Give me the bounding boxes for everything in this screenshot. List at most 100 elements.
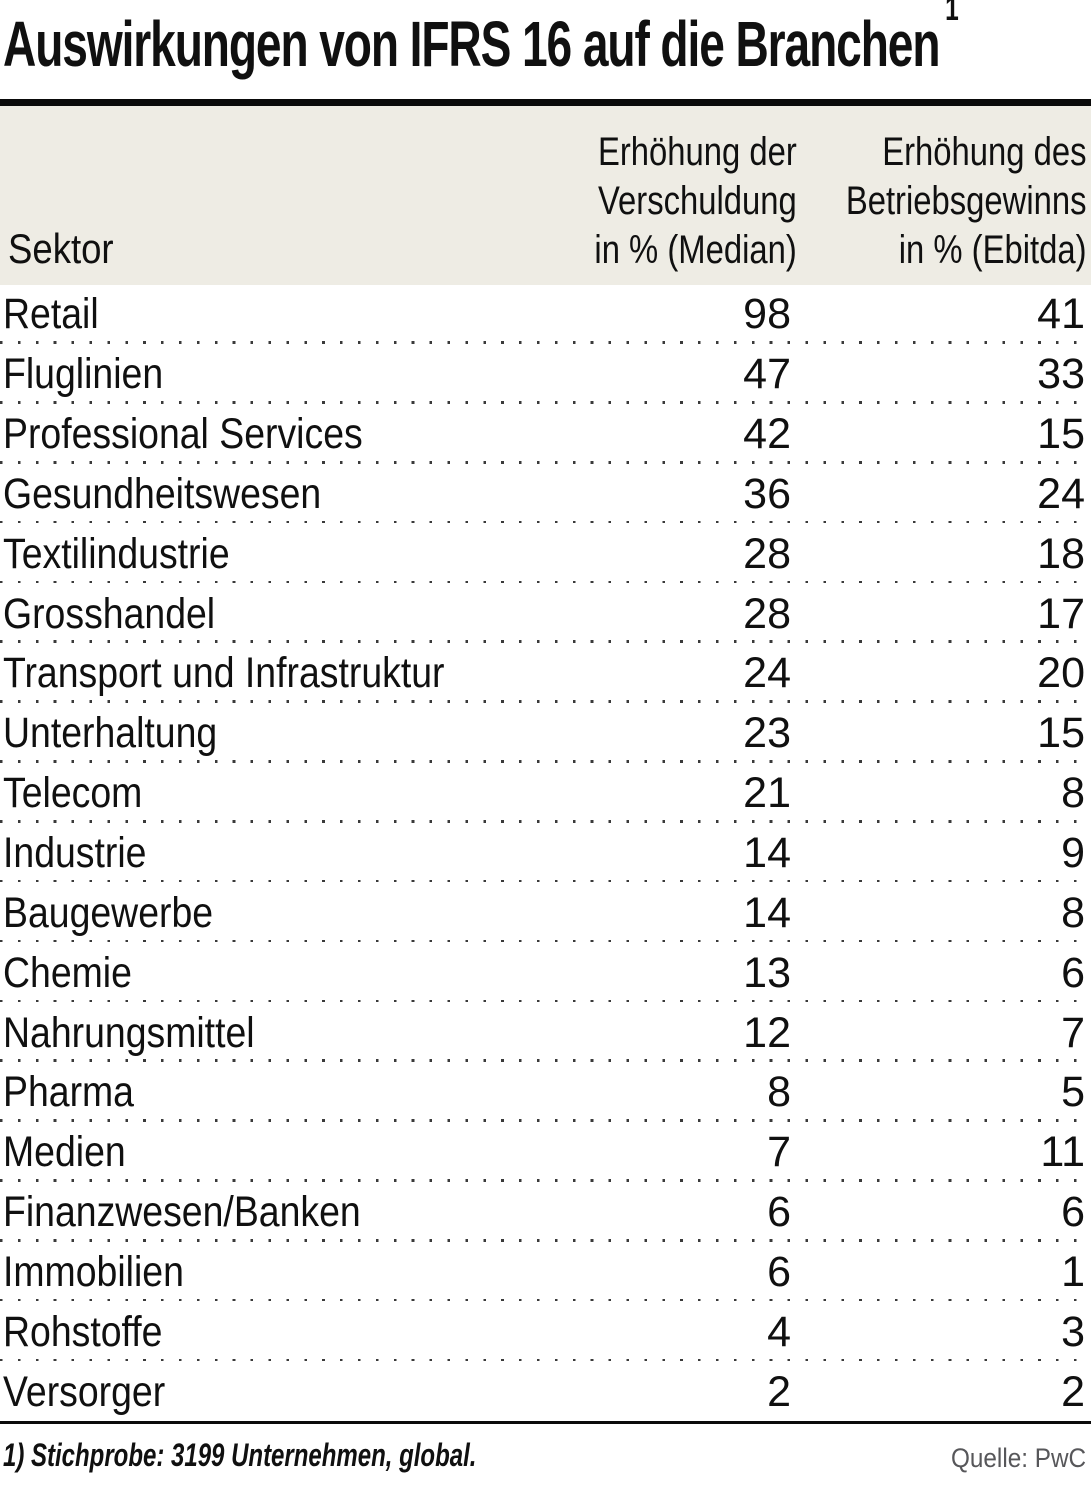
sector-label-text: Industrie <box>3 829 147 878</box>
ebitda-increase-value: 9 <box>1061 829 1085 878</box>
ebitda-increase-value: 8 <box>1061 769 1085 818</box>
ebitda-increase-value: 33 <box>1037 350 1085 399</box>
table-row: Professional Services 42 15 <box>0 405 1091 465</box>
ebitda-increase-value: 41 <box>1037 290 1085 339</box>
sector-label: Grosshandel <box>3 590 643 639</box>
table-row: Grosshandel 28 17 <box>0 584 1091 644</box>
sector-label-text: Fluglinien <box>3 350 164 399</box>
sector-label-text: Immobilien <box>3 1247 184 1296</box>
debt-increase-value: 14 <box>743 888 791 937</box>
debt-increase-value: 2 <box>767 1367 791 1416</box>
debt-increase-value: 21 <box>743 769 791 818</box>
sector-label-text: Professional Services <box>3 410 363 459</box>
sector-label-text: Chemie <box>3 948 132 997</box>
sector-label: Retail <box>3 290 643 339</box>
table-row: Retail 98 41 <box>0 285 1091 345</box>
table-row: Fluglinien 47 33 <box>0 345 1091 405</box>
debt-increase-value: 8 <box>767 1068 791 1117</box>
sector-label-text: Telecom <box>3 769 143 818</box>
ebitda-increase-value: 6 <box>1061 1188 1085 1237</box>
sector-label: Fluglinien <box>3 350 643 399</box>
ebitda-increase-value: 8 <box>1061 888 1085 937</box>
table-row: Rohstoffe 4 3 <box>0 1302 1091 1362</box>
sector-label-text: Transport und Infrastruktur <box>3 649 445 698</box>
debt-increase-value: 28 <box>743 589 791 638</box>
table-row: Nahrungsmittel 12 7 <box>0 1003 1091 1063</box>
table-row: Pharma 8 5 <box>0 1063 1091 1123</box>
debt-increase-value: 24 <box>743 649 791 698</box>
debt-increase-value: 98 <box>743 290 791 339</box>
sector-label: Textilindustrie <box>3 530 643 579</box>
sector-label-text: Textilindustrie <box>3 529 230 578</box>
table-row: Unterhaltung 23 15 <box>0 704 1091 764</box>
column-header-verschuldung-line2: Verschuldung <box>598 179 797 223</box>
ebitda-increase-value: 6 <box>1061 948 1085 997</box>
ebitda-increase-value: 18 <box>1037 529 1085 578</box>
ebitda-increase-value: 11 <box>1040 1128 1085 1177</box>
sector-label-text: Nahrungsmittel <box>3 1008 255 1057</box>
debt-increase-value: 28 <box>743 529 791 578</box>
table-row: Versorger 2 2 <box>0 1362 1091 1422</box>
table-header: Sektor Erhöhung der Verschuldung in % (M… <box>0 106 1091 285</box>
debt-increase-value: 7 <box>767 1128 791 1177</box>
table-row: Telecom 21 8 <box>0 764 1091 824</box>
ebitda-increase-value: 5 <box>1061 1068 1085 1117</box>
debt-increase-value: 4 <box>767 1307 791 1356</box>
column-header-sektor: Sektor <box>8 225 114 272</box>
column-header-verschuldung: Erhöhung der Verschuldung in % (Median) <box>595 128 797 275</box>
column-header-betriebsgewinn: Erhöhung des Betriebsgewinns in % (Ebitd… <box>845 128 1086 275</box>
debt-increase-value: 14 <box>743 829 791 878</box>
sector-label-text: Pharma <box>3 1068 135 1117</box>
debt-increase-value: 6 <box>767 1188 791 1237</box>
source-credit: Quelle: PwC <box>950 1443 1086 1473</box>
sector-label-text: Rohstoffe <box>3 1307 163 1356</box>
sector-label: Unterhaltung <box>3 709 643 758</box>
column-header-verschuldung-line1: Erhöhung der <box>598 130 797 174</box>
column-header-betriebsgewinn-line3: in % (Ebitda) <box>898 228 1086 272</box>
ebitda-increase-value: 24 <box>1037 469 1085 518</box>
sector-label: Transport und Infrastruktur <box>3 649 643 698</box>
ebitda-increase-value: 15 <box>1037 709 1085 758</box>
page-title: Auswirkungen von IFRS 16 auf die Branche… <box>3 0 1091 82</box>
debt-increase-value: 12 <box>743 1008 791 1057</box>
table-row: Medien 7 11 <box>0 1123 1091 1183</box>
sector-label-text: Unterhaltung <box>3 709 218 758</box>
debt-increase-value: 36 <box>743 469 791 518</box>
page-title-text: Auswirkungen von IFRS 16 auf die Branche… <box>3 0 959 82</box>
table-body: Retail 98 41 Fluglinien 47 33 Professional Ser… <box>0 285 1091 1422</box>
sector-label: Finanzwesen/Banken <box>3 1188 643 1237</box>
column-header-betriebsgewinn-line2: Betriebsgewinns <box>845 179 1086 223</box>
sector-label-text: Grosshandel <box>3 589 216 638</box>
sector-label-text: Medien <box>3 1128 126 1177</box>
ebitda-increase-value: 17 <box>1037 589 1085 638</box>
sector-label: Nahrungsmittel <box>3 1009 643 1058</box>
sector-label: Gesundheitswesen <box>3 470 643 519</box>
debt-increase-value: 23 <box>743 709 791 758</box>
sector-label: Versorger <box>3 1368 643 1417</box>
sector-label-text: Gesundheitswesen <box>3 469 322 518</box>
table-row: Chemie 13 6 <box>0 943 1091 1003</box>
table-row: Finanzwesen/Banken 6 6 <box>0 1183 1091 1243</box>
sector-label: Chemie <box>3 949 643 998</box>
sector-label-text: Versorger <box>3 1367 166 1416</box>
table-row: Transport und Infrastruktur 24 20 <box>0 644 1091 704</box>
sector-label: Telecom <box>3 769 643 818</box>
sector-label-text: Baugewerbe <box>3 888 214 937</box>
sector-label: Baugewerbe <box>3 889 643 938</box>
table-row: Textilindustrie 28 18 <box>0 524 1091 584</box>
ebitda-increase-value: 3 <box>1061 1307 1085 1356</box>
debt-increase-value: 6 <box>767 1247 791 1296</box>
sector-label-text: Finanzwesen/Banken <box>3 1188 361 1237</box>
sector-label: Medien <box>3 1128 643 1177</box>
page-title-label: Auswirkungen von IFRS 16 auf die Branche… <box>3 8 940 80</box>
column-header-verschuldung-line3: in % (Median) <box>594 228 797 272</box>
ebitda-increase-value: 7 <box>1061 1008 1085 1057</box>
footnote-marker: 1 <box>945 0 959 28</box>
debt-increase-value: 13 <box>743 948 791 997</box>
title-divider-rule <box>0 99 1091 106</box>
table-row: Industrie 14 9 <box>0 824 1091 884</box>
column-header-betriebsgewinn-line1: Erhöhung des <box>881 130 1086 174</box>
table-row: Baugewerbe 14 8 <box>0 883 1091 943</box>
sector-label: Pharma <box>3 1068 643 1117</box>
